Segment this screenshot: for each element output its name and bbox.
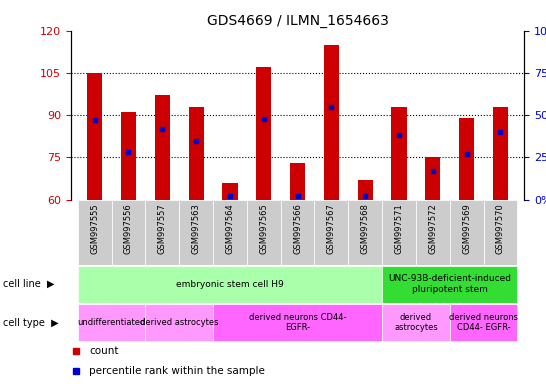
Text: UNC-93B-deficient-induced
pluripotent stem: UNC-93B-deficient-induced pluripotent st… (388, 275, 511, 294)
Bar (78, 304, 145, 341)
Bar (155, 96, 170, 200)
Bar (493, 107, 508, 200)
Text: GSM997572: GSM997572 (429, 203, 437, 254)
Bar (78, 200, 111, 265)
Bar (87, 73, 102, 200)
Bar (358, 180, 373, 200)
Text: derived neurons CD44-
EGFR-: derived neurons CD44- EGFR- (249, 313, 346, 332)
Text: GSM997555: GSM997555 (90, 203, 99, 253)
Bar (256, 67, 271, 200)
Text: derived neurons
CD44- EGFR-: derived neurons CD44- EGFR- (449, 313, 518, 332)
Text: undifferentiated: undifferentiated (78, 318, 146, 327)
Bar (382, 200, 416, 265)
Bar (213, 304, 382, 341)
Bar (188, 107, 204, 200)
Bar (213, 200, 247, 265)
Bar (324, 45, 339, 200)
Text: derived
astrocytes: derived astrocytes (394, 313, 438, 332)
Bar (111, 200, 145, 265)
Text: GSM997565: GSM997565 (259, 203, 268, 254)
Bar (145, 200, 179, 265)
Title: GDS4669 / ILMN_1654663: GDS4669 / ILMN_1654663 (206, 14, 389, 28)
Bar (348, 200, 382, 265)
Text: GSM997563: GSM997563 (192, 203, 200, 254)
Text: GSM997564: GSM997564 (225, 203, 234, 254)
Text: count: count (89, 346, 118, 356)
Bar (416, 200, 450, 265)
Bar (145, 304, 213, 341)
Text: embryonic stem cell H9: embryonic stem cell H9 (176, 280, 284, 289)
Text: GSM997568: GSM997568 (361, 203, 370, 254)
Text: GSM997557: GSM997557 (158, 203, 167, 254)
Bar (459, 118, 474, 200)
Text: cell line  ▶: cell line ▶ (3, 279, 54, 289)
Text: GSM997570: GSM997570 (496, 203, 505, 254)
Bar (78, 266, 382, 303)
Text: derived astrocytes: derived astrocytes (140, 318, 218, 327)
Text: GSM997569: GSM997569 (462, 203, 471, 254)
Bar (281, 200, 314, 265)
Text: GSM997567: GSM997567 (327, 203, 336, 254)
Text: percentile rank within the sample: percentile rank within the sample (89, 366, 265, 376)
Text: GSM997566: GSM997566 (293, 203, 302, 254)
Text: cell type  ▶: cell type ▶ (3, 318, 58, 328)
Bar (391, 107, 407, 200)
Bar (121, 113, 136, 200)
Text: GSM997556: GSM997556 (124, 203, 133, 254)
Bar (179, 200, 213, 265)
Bar (450, 304, 518, 341)
Bar (247, 200, 281, 265)
Bar (382, 304, 450, 341)
Bar (450, 200, 484, 265)
Bar (382, 266, 518, 303)
Bar (314, 200, 348, 265)
Bar (222, 183, 238, 200)
Bar (484, 200, 518, 265)
Text: GSM997571: GSM997571 (395, 203, 403, 254)
Bar (290, 163, 305, 200)
Bar (425, 157, 441, 200)
